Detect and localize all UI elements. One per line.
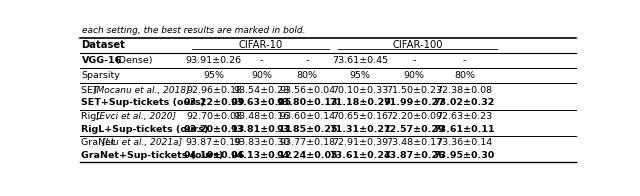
Text: 93.91±0.26: 93.91±0.26 [186, 56, 242, 65]
Text: 94.10±0.06: 94.10±0.06 [183, 151, 244, 160]
Text: VGG-16: VGG-16 [81, 56, 122, 65]
Text: 71.18±0.29: 71.18±0.29 [330, 98, 391, 107]
Text: 73.61±0.24: 73.61±0.24 [330, 151, 391, 160]
Text: 71.99±0.27: 71.99±0.27 [383, 98, 445, 107]
Text: -: - [260, 56, 263, 65]
Text: RigL+Sup-tickets (ours): RigL+Sup-tickets (ours) [81, 125, 209, 134]
Text: (Dense): (Dense) [115, 56, 153, 65]
Text: 93.87±0.19: 93.87±0.19 [186, 138, 242, 147]
Text: 94.13±0.12: 94.13±0.12 [231, 151, 292, 160]
Text: 80%: 80% [297, 71, 317, 80]
Text: 93.60±0.14: 93.60±0.14 [279, 112, 335, 121]
Text: 93.20±0.13: 93.20±0.13 [183, 125, 244, 134]
Text: -: - [413, 56, 416, 65]
Text: 93.48±0.16: 93.48±0.16 [234, 112, 289, 121]
Text: 70.10±0.33: 70.10±0.33 [332, 85, 388, 94]
Text: 93.63±0.05: 93.63±0.05 [231, 98, 292, 107]
Text: 73.48±0.17: 73.48±0.17 [387, 138, 442, 147]
Text: 92.70±0.08: 92.70±0.08 [186, 112, 242, 121]
Text: 90%: 90% [404, 71, 425, 80]
Text: 93.85±0.25: 93.85±0.25 [276, 125, 338, 134]
Text: Sparsity: Sparsity [81, 71, 120, 80]
Text: -: - [305, 56, 309, 65]
Text: 71.50±0.23: 71.50±0.23 [387, 85, 442, 94]
Text: 93.54±0.23: 93.54±0.23 [234, 85, 290, 94]
Text: CIFAR-10: CIFAR-10 [239, 40, 283, 50]
Text: [Evci et al., 2020]: [Evci et al., 2020] [96, 112, 176, 121]
Text: 80%: 80% [454, 71, 475, 80]
Text: 93.77±0.18: 93.77±0.18 [279, 138, 335, 147]
Text: 93.80±0.13: 93.80±0.13 [276, 98, 338, 107]
Text: [Liu et al., 2021a]: [Liu et al., 2021a] [102, 138, 182, 147]
Text: 73.02±0.32: 73.02±0.32 [434, 98, 495, 107]
Text: CIFAR-100: CIFAR-100 [392, 40, 442, 50]
Text: GraNet: GraNet [81, 138, 118, 147]
Text: 90%: 90% [251, 71, 272, 80]
Text: 71.31±0.21: 71.31±0.21 [330, 125, 391, 134]
Text: 92.96±0.18: 92.96±0.18 [186, 85, 242, 94]
Text: 73.87±0.26: 73.87±0.26 [383, 151, 445, 160]
Text: 94.24±0.05: 94.24±0.05 [276, 151, 338, 160]
Text: 72.57±0.29: 72.57±0.29 [383, 125, 445, 134]
Text: each setting, the best results are marked in bold.: each setting, the best results are marke… [83, 26, 306, 35]
Text: SET: SET [81, 85, 102, 94]
Text: 73.61±0.11: 73.61±0.11 [433, 125, 495, 134]
Text: 73.95±0.30: 73.95±0.30 [434, 151, 495, 160]
Text: 70.65±0.16: 70.65±0.16 [332, 112, 388, 121]
Text: 93.56±0.04: 93.56±0.04 [279, 85, 335, 94]
Text: 73.36±0.14: 73.36±0.14 [436, 138, 493, 147]
Text: GraNet+Sup-tickets (ours): GraNet+Sup-tickets (ours) [81, 151, 224, 160]
Text: 93.81±0.11: 93.81±0.11 [230, 125, 292, 134]
Text: [Mocanu et al., 2018]: [Mocanu et al., 2018] [93, 85, 189, 94]
Text: 72.91±0.39: 72.91±0.39 [332, 138, 388, 147]
Text: SET+Sup-tickets (ours): SET+Sup-tickets (ours) [81, 98, 205, 107]
Text: 93.22±0.09: 93.22±0.09 [183, 98, 244, 107]
Text: Dataset: Dataset [81, 40, 125, 50]
Text: RigL: RigL [81, 112, 105, 121]
Text: 95%: 95% [349, 71, 371, 80]
Text: 73.61±0.45: 73.61±0.45 [332, 56, 388, 65]
Text: 95%: 95% [204, 71, 225, 80]
Text: 72.20±0.09: 72.20±0.09 [387, 112, 442, 121]
Text: 72.38±0.08: 72.38±0.08 [436, 85, 492, 94]
Text: 93.83±0.30: 93.83±0.30 [234, 138, 290, 147]
Text: -: - [463, 56, 466, 65]
Text: 72.63±0.23: 72.63±0.23 [436, 112, 493, 121]
